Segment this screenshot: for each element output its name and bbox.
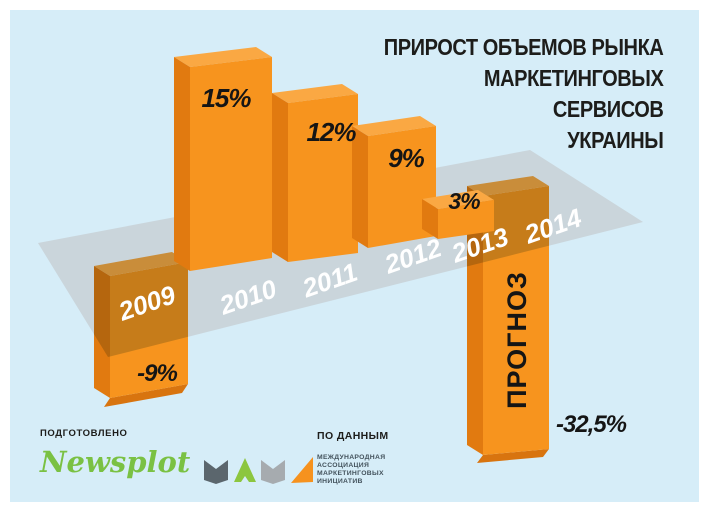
bar-2010: [174, 47, 272, 271]
bar-2010-top-face: [174, 47, 272, 67]
chart-title: ПРИРОСТ ОБЪЕМОВ РЫНКА МАРКЕТИНГОВЫХ СЕРВ…: [383, 32, 663, 156]
value-label-2010: 15%: [201, 83, 251, 113]
chart-title-line-4: УКРАИНЫ: [566, 127, 664, 153]
source-org-line-3: МАРКЕТИНГОВЫХ: [317, 470, 384, 477]
bar-2012-side-face: [352, 126, 368, 248]
bar-2011-side-face: [272, 93, 288, 262]
prepared-by-label: ПОДГОТОВЛЕНО: [40, 428, 128, 439]
mami-logo: [204, 457, 313, 484]
bar-2014-bottom-face: [477, 449, 549, 463]
bar-2013-top-face: [422, 190, 494, 209]
newsplot-logo: Newsplot: [40, 445, 191, 479]
bar-2011: [272, 84, 358, 262]
bar-2012-front-face: [368, 126, 436, 248]
bar-2012-top-face: [352, 116, 436, 136]
mami-letter-m2-icon: [261, 460, 285, 484]
value-label-2009: -9%: [137, 360, 177, 387]
bar-2010-side-face: [174, 57, 190, 271]
value-label-2012: 9%: [388, 143, 424, 173]
data-source-label: ПО ДАННЫМ: [317, 430, 389, 442]
bar-2010-front-face: [190, 57, 272, 271]
value-label-2013: 3%: [448, 188, 480, 214]
source-org-line-4: ИНИЦИАТИВ: [317, 478, 363, 485]
chart-title-line-3: СЕРВИСОВ: [552, 96, 664, 122]
value-label-2011: 12%: [306, 117, 356, 147]
bar-2013-side-face: [422, 199, 438, 239]
bar-2012: [352, 116, 436, 248]
bar-2013: [422, 190, 494, 239]
mami-letter-a-icon: [234, 458, 256, 482]
data-source-org: МЕЖДУНАРОДНАЯ АССОЦИАЦИЯ МАРКЕТИНГОВЫХ И…: [317, 454, 389, 486]
chart-title-line-1: ПРИРОСТ ОБЪЕМОВ РЫНКА: [383, 34, 663, 60]
value-label-2014: -32,5%: [556, 411, 627, 438]
source-org-line-2: АССОЦИАЦИЯ: [317, 462, 370, 469]
bar-2011-front-face: [288, 94, 358, 262]
bar-2013-front-face: [438, 200, 494, 239]
bar-2011-top-face: [272, 84, 358, 103]
prepared-by-block: ПОДГОТОВЛЕНО Newsplot: [40, 428, 190, 479]
mami-letter-m1-icon: [204, 460, 228, 484]
chart-title-line-2: МАРКЕТИНГОВЫХ: [483, 65, 664, 91]
source-org-line-1: МЕЖДУНАРОДНАЯ: [317, 454, 386, 461]
data-source-block: ПО ДАННЫМ МЕЖДУНАРОДНАЯ АССОЦИАЦИЯ МАРКЕ…: [317, 430, 389, 486]
bar-2009-bottom-face: [104, 384, 188, 407]
forecast-label: ПРОГНОЗ: [502, 271, 532, 409]
mami-letter-i-icon: [291, 457, 313, 483]
